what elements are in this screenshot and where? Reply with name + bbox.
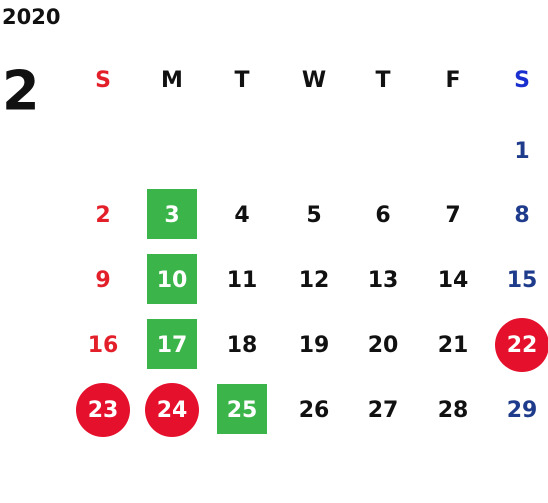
weekday: S xyxy=(95,68,111,93)
date: 17 xyxy=(157,333,188,358)
highlight-square xyxy=(217,384,267,434)
date: 5 xyxy=(306,203,321,228)
weekday: F xyxy=(445,68,460,93)
date: 11 xyxy=(227,268,258,293)
date: 14 xyxy=(438,268,469,293)
date: 2 xyxy=(95,203,110,228)
weekday: W xyxy=(302,68,326,93)
highlight-square xyxy=(147,254,197,304)
date: 28 xyxy=(438,398,469,423)
date: 23 xyxy=(88,398,119,423)
date: 8 xyxy=(514,203,529,228)
date: 27 xyxy=(368,398,399,423)
date: 25 xyxy=(227,398,258,423)
date: 13 xyxy=(368,268,399,293)
weekday: T xyxy=(375,68,390,93)
highlight-circle xyxy=(495,318,548,372)
year: 2020 xyxy=(2,5,60,29)
date: 6 xyxy=(375,203,390,228)
highlight-square xyxy=(147,319,197,369)
date: 1 xyxy=(514,139,529,164)
date: 29 xyxy=(507,398,538,423)
date: 4 xyxy=(234,203,249,228)
date: 9 xyxy=(95,268,110,293)
date: 10 xyxy=(157,268,188,293)
date: 18 xyxy=(227,333,258,358)
weekday: S xyxy=(514,68,530,93)
month: 2 xyxy=(2,60,40,123)
date: 21 xyxy=(438,333,469,358)
date: 26 xyxy=(299,398,330,423)
date: 24 xyxy=(157,398,188,423)
date: 20 xyxy=(368,333,399,358)
highlight-circle xyxy=(145,383,199,437)
date: 19 xyxy=(299,333,330,358)
date: 22 xyxy=(507,333,538,358)
date: 16 xyxy=(88,333,119,358)
weekday: M xyxy=(161,68,183,93)
highlight-square xyxy=(147,189,197,239)
weekday: T xyxy=(234,68,249,93)
highlight-circle xyxy=(76,383,130,437)
date: 3 xyxy=(164,203,179,228)
date: 7 xyxy=(445,203,460,228)
date: 12 xyxy=(299,268,330,293)
date: 15 xyxy=(507,268,538,293)
